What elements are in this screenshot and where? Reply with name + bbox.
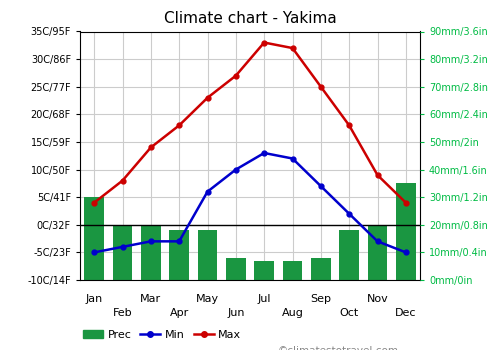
Text: Feb: Feb — [112, 308, 132, 318]
Text: Jul: Jul — [258, 294, 271, 304]
Bar — [368, 225, 388, 280]
Bar — [226, 258, 246, 280]
Bar — [112, 225, 132, 280]
Text: May: May — [196, 294, 219, 304]
Text: Nov: Nov — [366, 294, 388, 304]
Bar — [339, 230, 359, 280]
Text: Sep: Sep — [310, 294, 332, 304]
Bar — [84, 197, 104, 280]
Text: Mar: Mar — [140, 294, 162, 304]
Text: ©climatestotravel.com: ©climatestotravel.com — [277, 346, 398, 350]
Bar — [396, 183, 416, 280]
Bar — [198, 230, 218, 280]
Bar — [254, 261, 274, 280]
Text: Oct: Oct — [340, 308, 359, 318]
Bar — [169, 230, 189, 280]
Text: Jan: Jan — [86, 294, 103, 304]
Bar — [311, 258, 331, 280]
Bar — [282, 261, 302, 280]
Legend: Prec, Min, Max: Prec, Min, Max — [79, 325, 245, 344]
Text: Jun: Jun — [227, 308, 244, 318]
Bar — [141, 225, 161, 280]
Title: Climate chart - Yakima: Climate chart - Yakima — [164, 11, 336, 26]
Text: Dec: Dec — [395, 308, 416, 318]
Text: Aug: Aug — [282, 308, 304, 318]
Text: Apr: Apr — [170, 308, 189, 318]
